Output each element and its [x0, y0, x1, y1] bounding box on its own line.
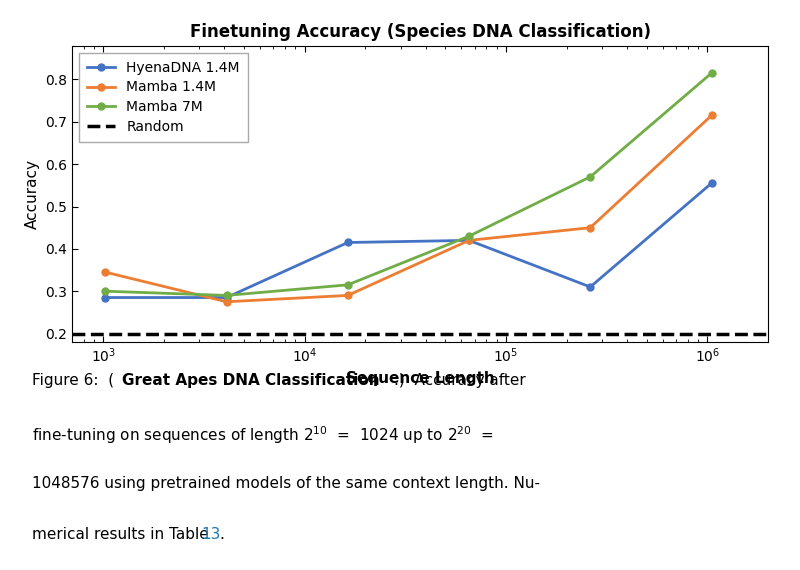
- HyenaDNA 1.4M: [464, 237, 474, 244]
- Text: merical results in Table: merical results in Table: [32, 527, 214, 542]
- Mamba 1.4M: [706, 112, 716, 119]
- Legend: HyenaDNA 1.4M, Mamba 1.4M, Mamba 7M, Random: HyenaDNA 1.4M, Mamba 1.4M, Mamba 7M, Ran…: [79, 52, 248, 142]
- Line: Mamba 7M: Mamba 7M: [102, 70, 715, 299]
- Mamba 7M: [586, 173, 595, 180]
- HyenaDNA 1.4M: [706, 180, 716, 186]
- Mamba 7M: [464, 233, 474, 239]
- X-axis label: Sequence Length: Sequence Length: [346, 371, 494, 386]
- Mamba 1.4M: [222, 298, 231, 305]
- Line: Mamba 1.4M: Mamba 1.4M: [102, 112, 715, 306]
- Text: fine-tuning on sequences of length $2^{10}$  =  1024 up to $2^{20}$  =: fine-tuning on sequences of length $2^{1…: [32, 425, 494, 446]
- Mamba 1.4M: [101, 268, 110, 275]
- HyenaDNA 1.4M: [222, 294, 231, 301]
- Text: .)  Accuracy after: .) Accuracy after: [394, 373, 526, 388]
- Title: Finetuning Accuracy (Species DNA Classification): Finetuning Accuracy (Species DNA Classif…: [190, 23, 650, 41]
- Mamba 7M: [706, 70, 716, 76]
- Mamba 1.4M: [586, 224, 595, 231]
- Text: 1048576 using pretrained models of the same context length. Nu-: 1048576 using pretrained models of the s…: [32, 476, 540, 491]
- HyenaDNA 1.4M: [586, 283, 595, 290]
- Text: Figure 6:  (: Figure 6: (: [32, 373, 114, 388]
- Mamba 7M: [222, 292, 231, 299]
- Text: 13: 13: [202, 527, 221, 542]
- HyenaDNA 1.4M: [343, 239, 353, 246]
- HyenaDNA 1.4M: [101, 294, 110, 301]
- Y-axis label: Accuracy: Accuracy: [25, 159, 39, 229]
- Line: HyenaDNA 1.4M: HyenaDNA 1.4M: [102, 180, 715, 301]
- Mamba 1.4M: [343, 292, 353, 299]
- Mamba 7M: [101, 288, 110, 295]
- Mamba 7M: [343, 282, 353, 288]
- Mamba 1.4M: [464, 237, 474, 244]
- Text: .: .: [219, 527, 224, 542]
- Text: Great Apes DNA Classification: Great Apes DNA Classification: [122, 373, 380, 388]
